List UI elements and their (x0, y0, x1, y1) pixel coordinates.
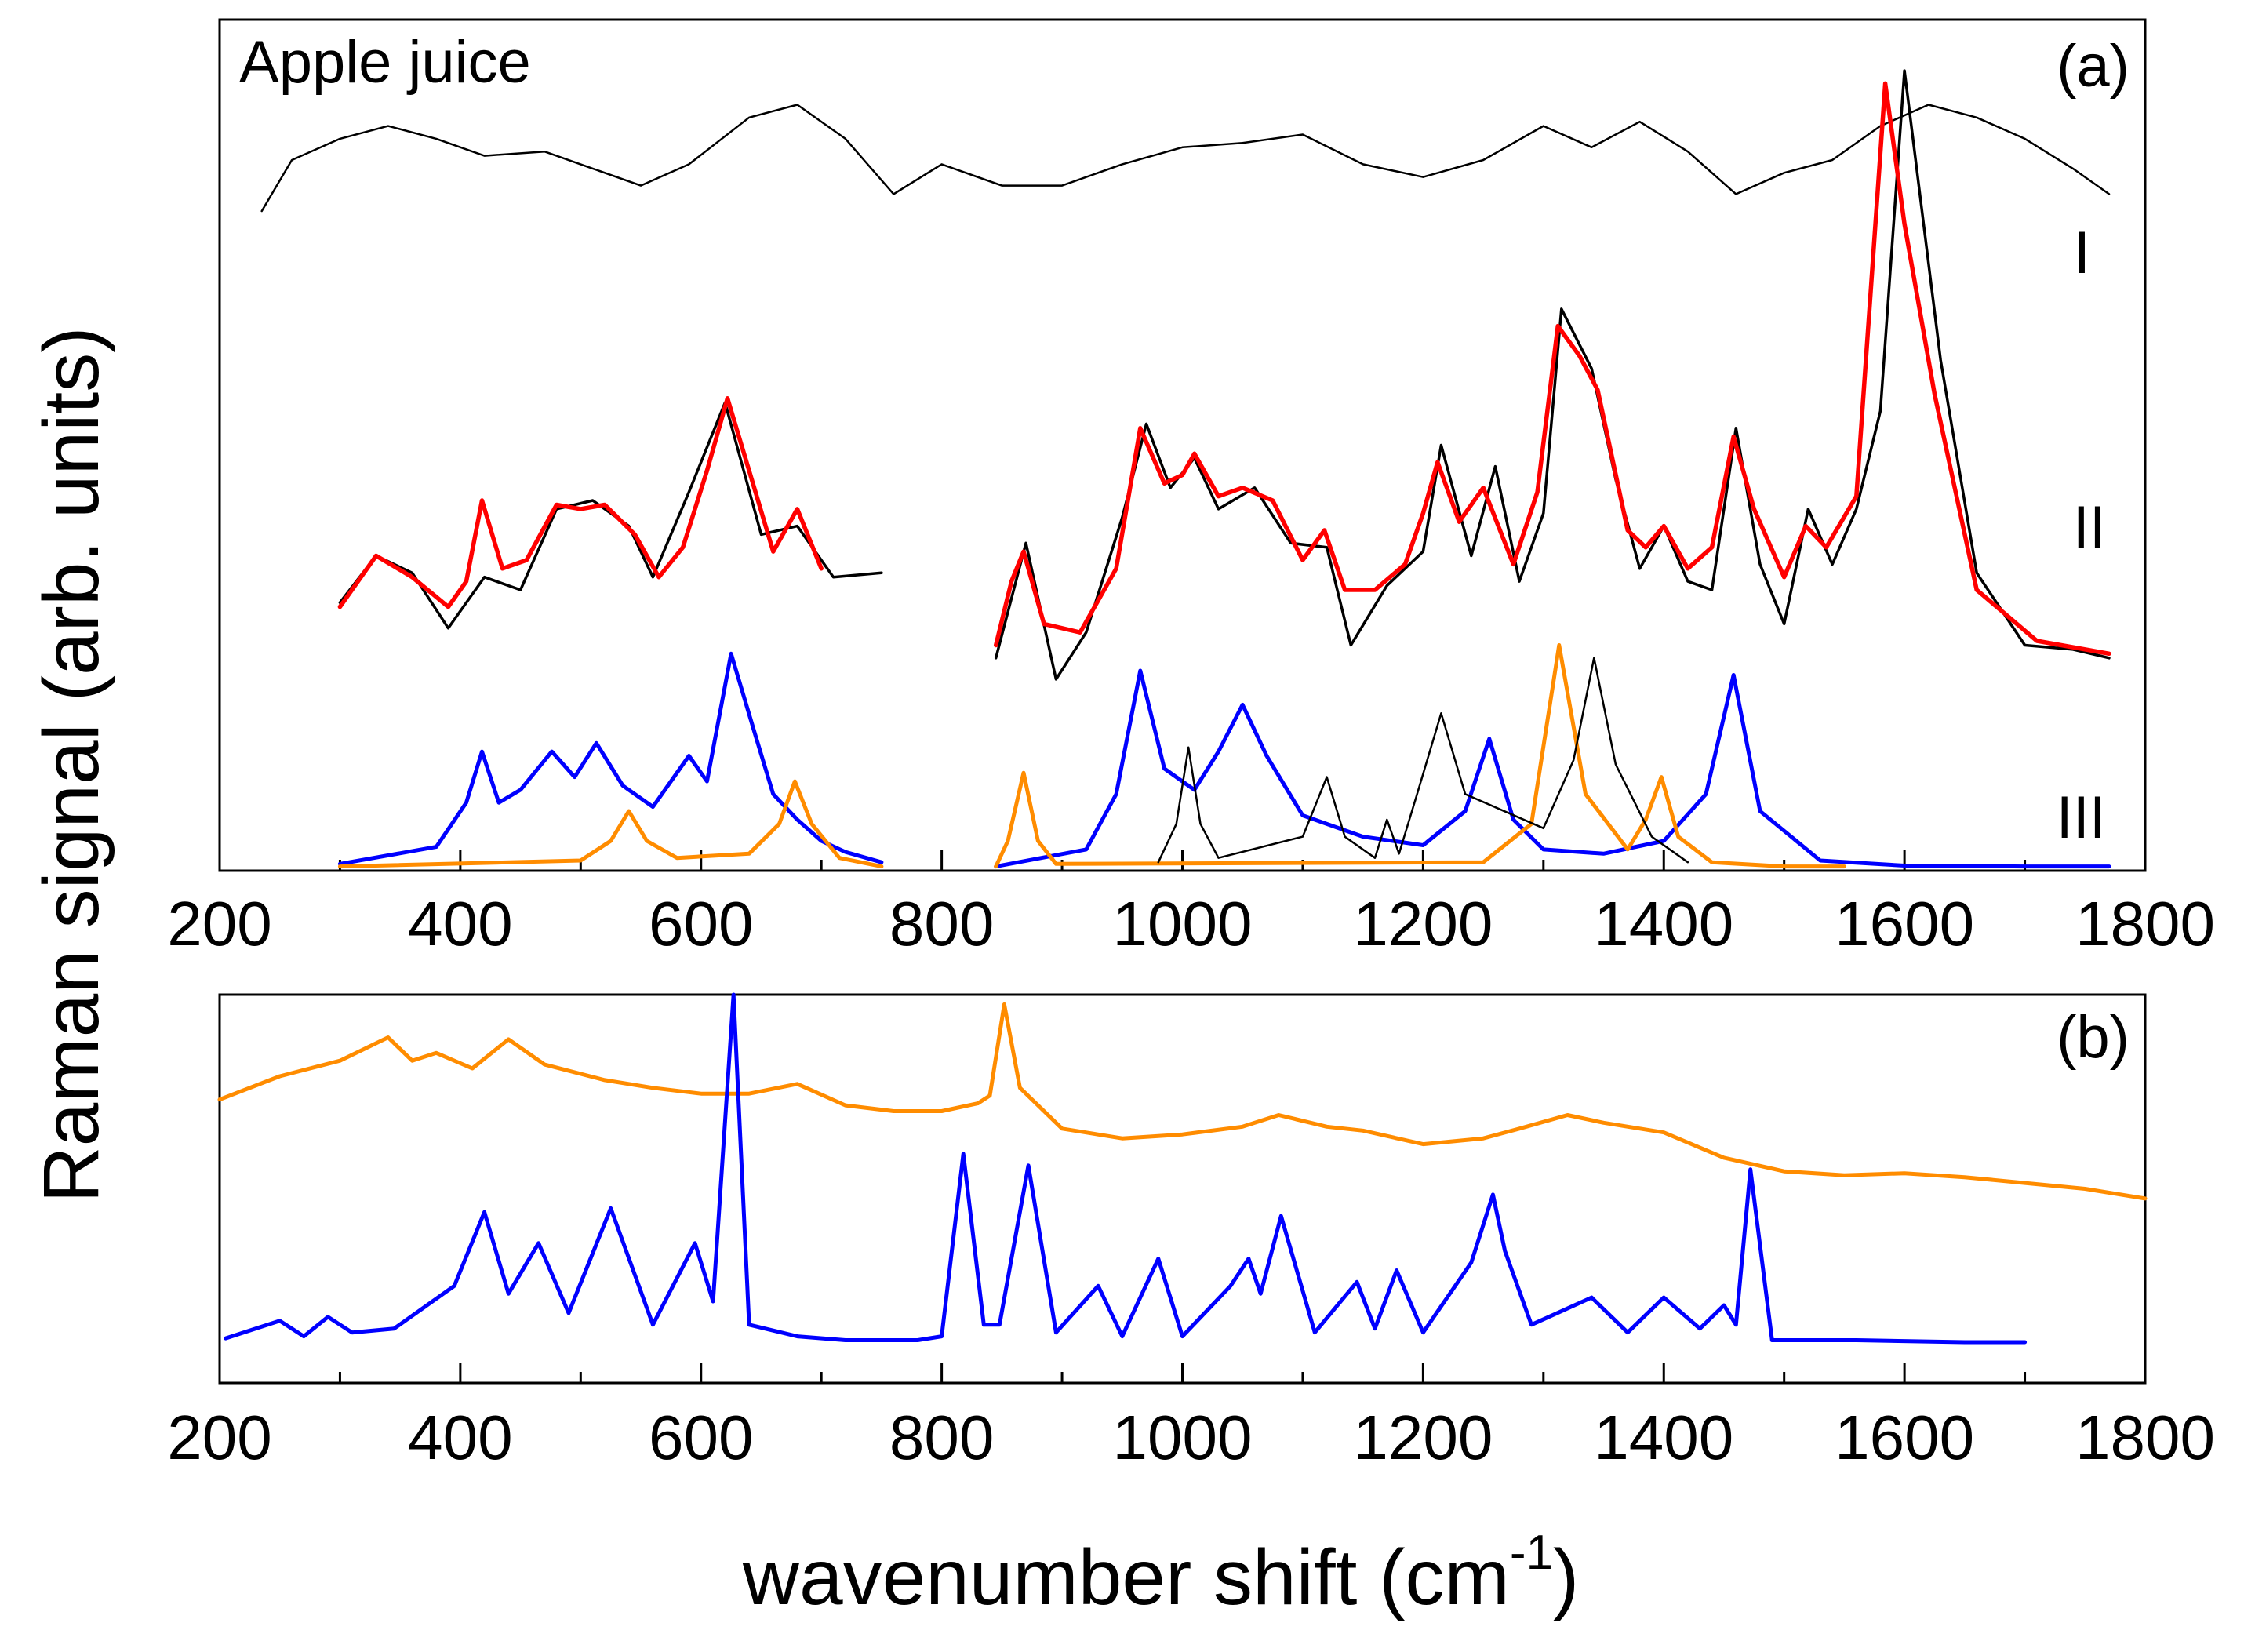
panel-a-xtick-label-200: 200 (167, 889, 271, 959)
panel-a-series-5 (337, 651, 884, 866)
panel-b-xtick-label-1800: 1800 (2075, 1403, 2215, 1472)
panel-a-series-0 (260, 104, 2111, 213)
panel-a-series-8 (994, 643, 1846, 869)
x-axis-label: wavenumber shift (cm-1) (742, 1526, 1580, 1621)
panel-a-xtick-label-1600: 1600 (1835, 889, 1974, 959)
panel-a-label: (a) (2057, 33, 2129, 100)
panel-b-xtick-label-400: 400 (408, 1403, 512, 1472)
panel-a-series-9 (1157, 657, 1689, 864)
panel-b-label: (b) (2057, 1004, 2129, 1071)
panel-a-xtick-label-400: 400 (408, 889, 512, 959)
y-axis-label: Raman signal (arb. units) (27, 326, 115, 1203)
x-axis-label-sup: -1 (1510, 1526, 1553, 1580)
panel-a-series-7 (994, 668, 2111, 869)
panel-b-xtick-label-1000: 1000 (1113, 1403, 1253, 1472)
panel-b-xtick-label-1200: 1200 (1353, 1403, 1493, 1472)
panel-b-series-1 (224, 992, 2028, 1345)
panel-a-xtick-label-600: 600 (649, 889, 753, 959)
panel-a-xtick-label-800: 800 (889, 889, 994, 959)
panel-a-xtick-label-1800: 1800 (2075, 889, 2215, 959)
panel-a-series-6 (337, 779, 884, 869)
panel-b-xtick-label-800: 800 (889, 1403, 994, 1472)
panel-a-series-3 (337, 396, 824, 609)
panel-a-series-4 (993, 81, 2111, 657)
axis-ticks: 200 400 600 800 1000 1200 1400 1600 1800 200 400 60… (167, 850, 2215, 1472)
panel-b-xtick-label-200: 200 (167, 1403, 271, 1472)
panel-a-plot (260, 69, 2111, 869)
trace-label-II: II (2073, 494, 2106, 561)
panel-b-xtick-label-600: 600 (649, 1403, 753, 1472)
trace-label-I: I (2074, 220, 2090, 286)
panel-b-xtick-label-1400: 1400 (1594, 1403, 1733, 1472)
panel-a-xtick-label-1400: 1400 (1594, 889, 1733, 959)
x-axis-label-main: wavenumber shift (cm (742, 1534, 1510, 1621)
panel-a-title: Apple juice (239, 29, 531, 96)
trace-label-III: III (2057, 784, 2106, 851)
panel-a-xtick-label-1200: 1200 (1353, 889, 1493, 959)
panel-b-frame (218, 993, 2147, 1385)
panel-b-plot (217, 992, 2148, 1345)
panel-b-series-0 (217, 1002, 2148, 1201)
panel-b-xtick-label-1600: 1600 (1835, 1403, 1974, 1472)
panel-a-xtick-label-1000: 1000 (1113, 889, 1253, 959)
x-axis-label-close: ) (1553, 1534, 1579, 1621)
